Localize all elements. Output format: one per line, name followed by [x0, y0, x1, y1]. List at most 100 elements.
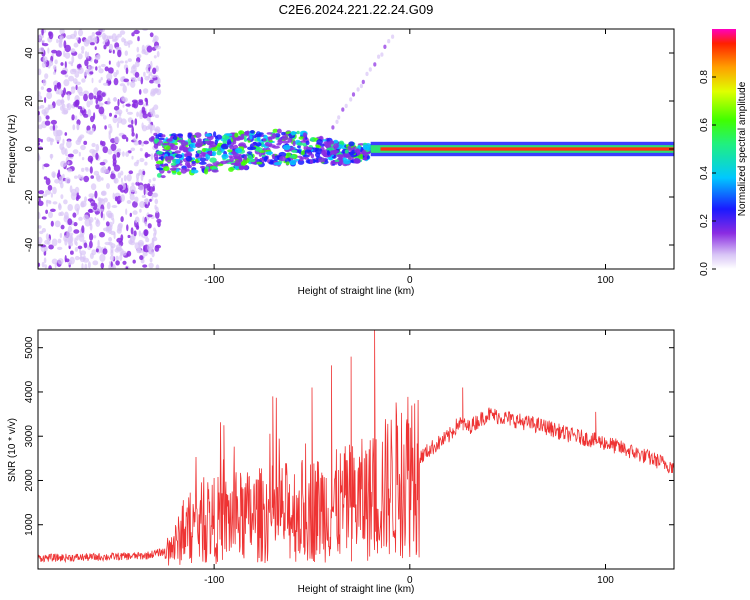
- noise-blob: [59, 143, 65, 151]
- noise-blob: [144, 75, 150, 81]
- band-core: [380, 147, 674, 151]
- noise-blob: [113, 264, 116, 269]
- noise-blob: [106, 183, 110, 189]
- band-blob: [347, 145, 352, 150]
- band-blob: [238, 143, 245, 147]
- noise-blob: [115, 244, 122, 251]
- noise-blob: [74, 203, 80, 212]
- noise-blob: [126, 81, 130, 86]
- noise-blob: [80, 202, 85, 208]
- band-blob: [191, 135, 195, 140]
- noise-blob: [120, 234, 124, 242]
- noise-blob: [129, 185, 136, 193]
- noise-blob: [139, 249, 145, 253]
- noise-blob: [110, 261, 113, 268]
- noise-blob: [84, 59, 89, 67]
- noise-blob: [73, 30, 78, 38]
- band-blob: [315, 144, 320, 148]
- noise-blob: [100, 77, 103, 81]
- spectrogram-ylabel: Frequency (Hz): [7, 115, 18, 184]
- band-blob: [204, 140, 211, 144]
- colorbar-tick-label: 0.4: [699, 166, 710, 180]
- noise-blob: [44, 97, 47, 104]
- band-blob: [256, 161, 263, 165]
- noise-blob: [80, 144, 86, 151]
- noise-blob: [51, 49, 58, 54]
- page-title: C2E6.2024.221.22.24.G09: [279, 2, 434, 17]
- noise-blob: [60, 70, 67, 75]
- band-blob: [232, 153, 241, 159]
- streak-blob: [337, 115, 341, 120]
- noise-blob: [38, 225, 42, 229]
- noise-blob: [123, 78, 129, 83]
- band-blob: [221, 153, 229, 160]
- noise-blob: [70, 250, 74, 255]
- noise-blob: [81, 167, 85, 172]
- noise-blob: [150, 60, 153, 69]
- noise-blob: [138, 230, 141, 237]
- noise-blob: [142, 170, 146, 176]
- noise-blob: [38, 196, 41, 202]
- noise-blob: [38, 190, 45, 195]
- noise-blob: [144, 204, 149, 209]
- noise-blob: [139, 147, 143, 152]
- noise-blob: [58, 39, 62, 48]
- noise-blob: [66, 91, 72, 96]
- noise-blob: [141, 232, 144, 238]
- noise-blob: [40, 86, 45, 90]
- spectrogram-panel: -100 0 100 -40 -20 0 20 40 Height of straight l…: [7, 28, 675, 297]
- noise-blob: [127, 234, 131, 239]
- noise-blob: [68, 75, 75, 82]
- noise-blob: [122, 151, 125, 157]
- noise-blob: [63, 40, 67, 49]
- y-tick-label: -40: [24, 237, 35, 252]
- noise-blob: [45, 209, 48, 214]
- noise-blob: [75, 241, 78, 247]
- band-blob: [228, 167, 234, 172]
- band-blob: [348, 141, 355, 147]
- noise-blob: [134, 196, 139, 203]
- band-blob: [167, 138, 173, 142]
- noise-blob: [93, 36, 98, 41]
- noise-blob: [119, 83, 126, 87]
- noise-blob: [38, 47, 45, 54]
- noise-blob: [138, 100, 144, 106]
- noise-blob: [101, 92, 106, 97]
- noise-blob: [104, 66, 109, 72]
- noise-blob: [42, 43, 49, 47]
- noise-blob: [46, 87, 52, 93]
- noise-blob: [143, 71, 146, 77]
- noise-blob: [75, 84, 78, 91]
- band-blob: [361, 150, 367, 156]
- streak-blob: [341, 107, 345, 112]
- noise-blob: [136, 222, 139, 229]
- streak-blob: [383, 44, 387, 49]
- noise-blob: [57, 238, 62, 244]
- noise-blob: [138, 89, 142, 95]
- noise-blob: [88, 208, 93, 213]
- noise-blob: [137, 140, 142, 145]
- band-blob: [271, 133, 277, 139]
- noise-blob: [77, 245, 83, 250]
- noise-blob: [151, 74, 158, 78]
- noise-blob: [150, 135, 155, 141]
- noise-blob: [116, 228, 122, 234]
- noise-blob: [122, 85, 127, 94]
- band-blob: [269, 140, 273, 143]
- band-blob: [343, 159, 351, 165]
- noise-blob: [78, 234, 85, 242]
- noise-blob: [63, 87, 66, 96]
- noise-blob: [64, 148, 68, 157]
- noise-blob: [95, 104, 100, 110]
- streak-blob: [359, 83, 363, 89]
- noise-blob: [74, 247, 79, 252]
- noise-blob: [86, 125, 91, 131]
- band-blob: [199, 165, 206, 169]
- noise-blob: [113, 105, 120, 111]
- noise-blob: [58, 176, 64, 180]
- colorbar-tick-label: 0.8: [699, 70, 710, 84]
- noise-blob: [146, 45, 153, 53]
- noise-blob: [85, 168, 89, 172]
- band-blob: [217, 146, 220, 151]
